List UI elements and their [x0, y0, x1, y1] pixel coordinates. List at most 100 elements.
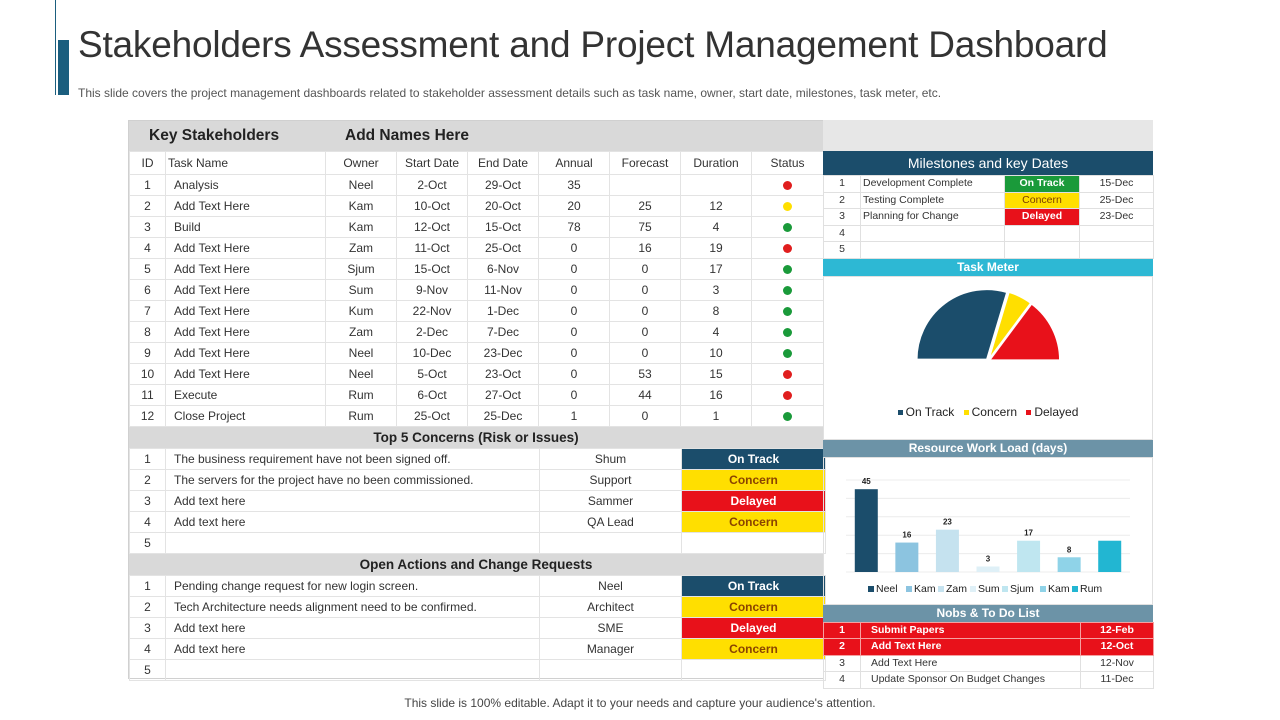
task-table-header-row: ID Task Name Owner Start Date End Date A… [129, 151, 824, 175]
right-panel: Milestones and key Dates 1 Development Co… [823, 120, 1154, 689]
task-name-cell[interactable]: Add Text Here [165, 300, 326, 322]
annual-cell: 20 [538, 195, 610, 217]
task-name-cell[interactable]: Add Text Here [165, 258, 326, 280]
duration-cell: 10 [680, 342, 752, 364]
milestone-name[interactable]: Testing Complete [860, 191, 1005, 209]
owner-cell: Neel [325, 342, 397, 364]
issue-text[interactable]: Tech Architecture needs alignment need t… [165, 596, 540, 618]
todo-date: 12-Oct [1080, 638, 1154, 656]
legend-swatch [1072, 585, 1078, 592]
task-name-cell[interactable]: Add Text Here [165, 237, 326, 259]
resource-workload-chart: 45 16 23 3 17 8 Neel Kam Zam Sum Sjum Kam Rum [823, 456, 1153, 605]
issue-text[interactable]: Add text here [165, 617, 540, 639]
legend-swatch [1026, 409, 1032, 415]
concerns-table: 1 The business requirement have not been … [129, 448, 826, 554]
task-name-cell[interactable]: Add Text Here [165, 195, 326, 217]
duration-cell: 8 [680, 300, 752, 322]
end-date-cell: 23-Dec [467, 342, 539, 364]
task-table-body: ID Task Name Owner Start Date End Date A… [129, 151, 824, 427]
col-header: Forecast [609, 151, 681, 175]
task-id: 11 [129, 384, 166, 406]
owner-cell: Manager [539, 638, 682, 660]
issue-text[interactable]: The servers for the project have no been… [165, 469, 540, 491]
milestone-name[interactable] [860, 224, 1005, 242]
table-row: 1 Submit Papers 12-Feb [823, 621, 1154, 639]
status-badge [1004, 224, 1080, 242]
milestone-name[interactable]: Development Complete [860, 175, 1005, 193]
status-badge: Concern [681, 469, 826, 491]
duration-cell: 12 [680, 195, 752, 217]
bar-kam [895, 542, 919, 572]
milestone-name[interactable] [860, 241, 1005, 259]
end-date-cell: 25-Oct [467, 237, 539, 259]
status-cell [751, 321, 824, 343]
status-cell [751, 363, 824, 385]
annual-cell: 0 [538, 279, 610, 301]
status-badge: Concern [681, 596, 826, 618]
owner-cell: Sjum [325, 258, 397, 280]
todo-text[interactable]: Update Sponsor On Budget Changes [860, 671, 1081, 689]
status-cell [751, 237, 824, 259]
accent-line [55, 0, 56, 95]
issue-text[interactable] [165, 659, 540, 681]
issue-text[interactable]: The business requirement have not been s… [165, 448, 540, 470]
status-dot-icon [783, 265, 792, 275]
legend-label: Neel [876, 583, 898, 595]
milestones-table: 1 Development Complete On Track 15-Dec 2 Test… [823, 175, 1154, 259]
status-badge [681, 659, 826, 681]
task-name-cell[interactable]: Build [165, 216, 326, 238]
owner-cell: Sammer [539, 490, 682, 512]
legend-swatch [868, 585, 874, 592]
task-name-cell[interactable]: Close Project [165, 405, 326, 427]
start-date-cell: 9-Nov [396, 279, 468, 301]
status-badge [1004, 241, 1080, 259]
owner-cell [539, 659, 682, 681]
annual-cell: 0 [538, 363, 610, 385]
status-badge: On Track [1004, 175, 1080, 193]
status-dot-icon [783, 181, 792, 191]
bar-rum [1098, 540, 1122, 572]
milestone-name[interactable]: Planning for Change [860, 208, 1005, 226]
issue-text[interactable]: Add text here [165, 638, 540, 660]
status-badge: Concern [681, 511, 826, 533]
issue-text[interactable]: Add text here [165, 511, 540, 533]
todo-text[interactable]: Submit Papers [860, 621, 1081, 639]
issue-text[interactable]: Pending change request for new login scr… [165, 575, 540, 597]
task-name-cell[interactable]: Add Text Here [165, 279, 326, 301]
task-name-cell[interactable]: Analysis [165, 174, 326, 196]
stakeholder-names[interactable]: Add Names Here [345, 127, 470, 144]
issue-text[interactable] [165, 532, 540, 554]
todo-table: 1 Submit Papers 12-Feb 2 Add Text Here 12-Oct… [823, 621, 1154, 689]
todo-text[interactable]: Add Text Here [860, 638, 1081, 656]
start-date-cell: 25-Oct [396, 405, 468, 427]
table-row: 3 Add text here Sammer Delayed [129, 490, 826, 512]
forecast-cell: 75 [609, 216, 681, 238]
task-name-cell[interactable]: Add Text Here [165, 321, 326, 343]
end-date-cell: 29-Oct [467, 174, 539, 196]
col-header: Duration [680, 151, 752, 175]
end-date-cell: 20-Oct [467, 195, 539, 217]
forecast-cell: 53 [609, 363, 681, 385]
task-name-cell[interactable]: Add Text Here [165, 363, 326, 385]
task-name-cell[interactable]: Execute [165, 384, 326, 406]
table-row: 2 Tech Architecture needs alignment need … [129, 596, 826, 618]
task-id: 7 [129, 300, 166, 322]
owner-cell [539, 532, 682, 554]
status-dot-icon [783, 286, 792, 296]
concerns-title: Top 5 Concerns (Risk or Issues) [129, 427, 823, 448]
todo-text[interactable]: Add Text Here [860, 654, 1081, 672]
col-header: Start Date [396, 151, 468, 175]
bar-data-label: 45 [862, 477, 871, 486]
annual-cell: 0 [538, 237, 610, 259]
status-dot-icon [783, 223, 792, 233]
row-id: 4 [823, 224, 861, 242]
issue-text[interactable]: Add text here [165, 490, 540, 512]
table-row: 3 Planning for Change Delayed 23-Dec [823, 208, 1154, 226]
start-date-cell: 2-Dec [396, 321, 468, 343]
bar-sjum [1017, 540, 1041, 572]
legend-swatch [906, 585, 912, 592]
start-date-cell: 15-Oct [396, 258, 468, 280]
task-name-cell[interactable]: Add Text Here [165, 342, 326, 364]
annual-cell: 0 [538, 300, 610, 322]
status-cell [751, 384, 824, 406]
